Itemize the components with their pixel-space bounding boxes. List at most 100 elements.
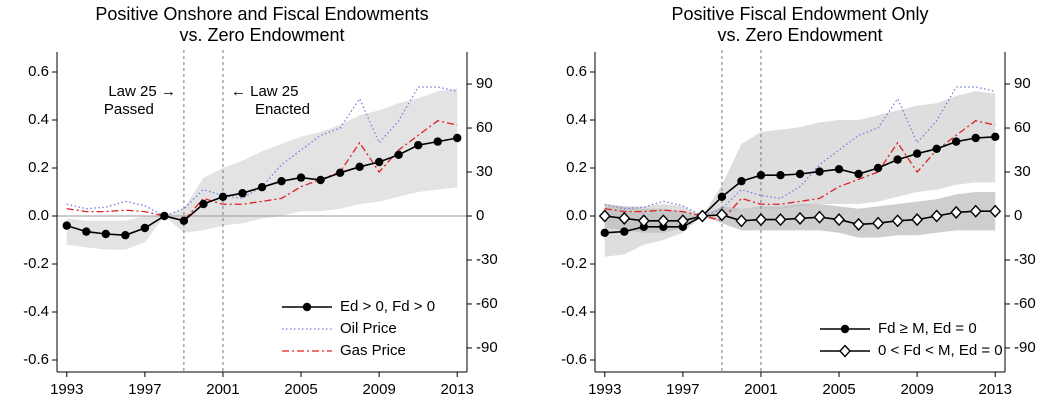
y2-tick-label: 60: [476, 119, 493, 136]
marker: [598, 209, 611, 223]
y2-tick-label: 90: [476, 75, 493, 92]
legend-label: Gas Price: [340, 342, 406, 359]
legend-label: Fd ≥ M, Ed = 0: [878, 320, 977, 337]
marker: [911, 213, 924, 227]
x-tick-label: 2009: [900, 381, 933, 398]
y2-tick-label: 30: [1014, 163, 1031, 180]
marker: [872, 216, 885, 230]
legend-label: Oil Price: [340, 320, 397, 337]
marker: [620, 227, 629, 236]
marker: [637, 214, 650, 228]
annotation: Enacted: [255, 101, 310, 118]
marker: [930, 209, 943, 223]
x-tick-label: 1993: [50, 381, 83, 398]
chart-title: Positive Fiscal Endowment Only: [671, 4, 928, 24]
y-tick-label: 0.6: [566, 63, 587, 80]
y-tick-label: 0.6: [28, 63, 49, 80]
y2-tick-label: -60: [1014, 295, 1036, 312]
legend-marker: [839, 344, 851, 358]
marker: [296, 173, 306, 182]
y2-tick-label: 30: [476, 163, 493, 180]
marker: [257, 183, 267, 192]
y-tick-label: 0.4: [566, 111, 587, 128]
marker: [794, 211, 806, 225]
marker: [355, 162, 364, 171]
marker: [912, 149, 922, 158]
marker: [676, 214, 689, 228]
y-tick-label: -0.6: [561, 351, 587, 368]
marker: [852, 217, 865, 231]
x-tick-label: 2013: [979, 381, 1012, 398]
y-tick-label: 0.4: [28, 111, 49, 128]
marker: [316, 175, 325, 185]
x-tick-label: 1993: [588, 381, 621, 398]
marker: [277, 177, 286, 186]
marker: [735, 214, 748, 228]
marker: [969, 204, 982, 218]
marker: [873, 163, 883, 173]
marker: [893, 155, 902, 164]
annotation: Passed: [104, 101, 154, 118]
marker: [199, 199, 208, 209]
y-tick-label: -0.2: [23, 255, 49, 272]
marker: [218, 192, 228, 201]
marker: [160, 211, 169, 221]
marker: [854, 169, 863, 179]
marker: [951, 137, 961, 146]
y-tick-label: -0.4: [23, 303, 49, 320]
legend-marker: [840, 324, 850, 334]
legend-label: 0 < Fd < M, Ed = 0: [878, 342, 1003, 359]
y2-tick-label: -90: [1014, 339, 1036, 356]
y2-tick-label: -30: [1014, 251, 1036, 268]
marker: [717, 192, 727, 201]
marker: [696, 209, 709, 223]
marker: [833, 213, 845, 227]
marker: [238, 189, 247, 198]
y2-tick-label: -90: [476, 339, 498, 356]
series-line: [604, 86, 996, 217]
y-tick-label: 0.2: [566, 159, 587, 176]
marker: [971, 133, 980, 143]
marker: [413, 141, 423, 150]
y2-tick-label: -30: [476, 251, 498, 268]
chart-title: Positive Onshore and Fiscal Endowments: [95, 4, 428, 24]
marker: [737, 177, 746, 186]
marker: [795, 169, 805, 179]
y-tick-label: -0.6: [23, 351, 49, 368]
legend-label: Ed > 0, Fd > 0: [340, 298, 435, 315]
marker: [618, 211, 631, 225]
marker: [335, 168, 345, 177]
y2-tick-label: 0: [1014, 207, 1022, 224]
marker: [101, 229, 111, 239]
marker: [891, 214, 904, 228]
y-tick-label: 0.0: [566, 207, 587, 224]
y-tick-label: -0.4: [561, 303, 587, 320]
marker: [600, 228, 609, 237]
y2-tick-label: -60: [476, 295, 498, 312]
y2-tick-label: 0: [476, 207, 484, 224]
marker: [755, 213, 767, 227]
marker: [813, 210, 826, 224]
x-tick-label: 1997: [666, 381, 699, 398]
marker: [834, 165, 844, 174]
y2-tick-label: 60: [1014, 119, 1031, 136]
x-tick-label: 2005: [284, 381, 317, 398]
x-tick-label: 1997: [128, 381, 161, 398]
x-tick-label: 2001: [744, 381, 777, 398]
marker: [179, 216, 189, 225]
legend-marker: [302, 302, 312, 312]
marker: [932, 144, 941, 153]
y-tick-label: 0.0: [28, 207, 49, 224]
y-tick-label: 0.2: [28, 159, 49, 176]
x-tick-label: 2009: [362, 381, 395, 398]
marker: [62, 221, 71, 230]
annotation: Law 25 →: [108, 83, 176, 100]
x-tick-label: 2005: [822, 381, 855, 398]
marker: [121, 231, 130, 240]
marker: [453, 133, 462, 143]
marker: [715, 208, 728, 222]
marker: [433, 137, 442, 146]
marker: [756, 171, 766, 180]
marker: [140, 223, 150, 233]
annotation: ← Law 25: [231, 83, 299, 100]
